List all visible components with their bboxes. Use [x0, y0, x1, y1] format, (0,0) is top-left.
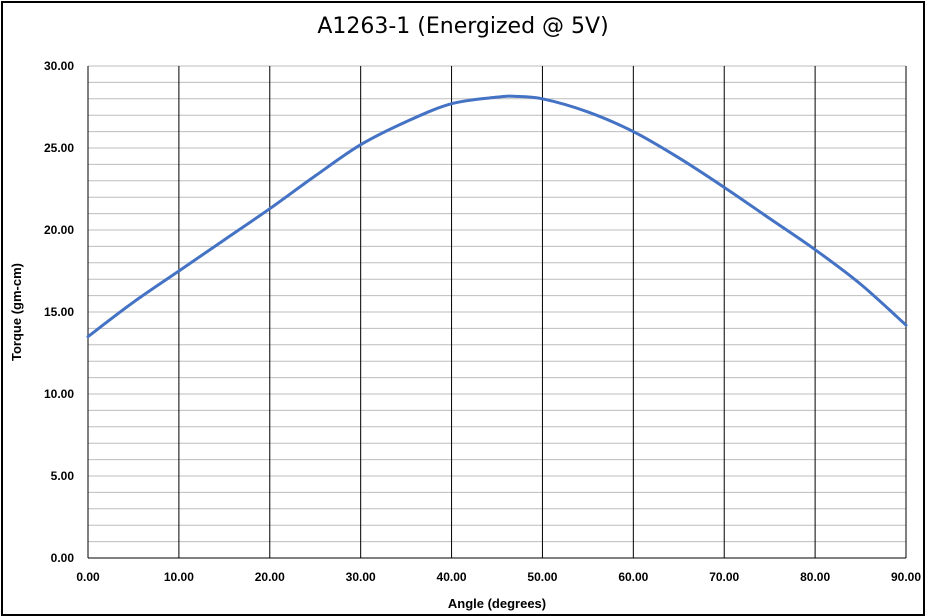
x-tick-label: 0.00: [76, 570, 100, 584]
y-tick-label: 20.00: [44, 223, 74, 237]
x-axis-title: Angle (degrees): [448, 596, 546, 611]
x-tick-label: 30.00: [346, 570, 376, 584]
series-layer: [86, 94, 908, 339]
y-tick-label: 15.00: [44, 305, 74, 319]
chart-title: A1263-1 (Energized @ 5V): [317, 14, 609, 39]
series-line-0: [86, 94, 908, 339]
y-tick-label: 10.00: [44, 387, 74, 401]
y-tick-label: 25.00: [44, 141, 74, 155]
y-axis-title: Torque (gm-cm): [9, 263, 24, 361]
x-tick-labels: 0.00 10.00 20.00 30.00 40.00 50.00 60.00 70.00 8…: [76, 570, 921, 584]
x-tick-label: 80.00: [800, 570, 830, 584]
x-tick-label: 90.00: [891, 570, 921, 584]
x-tick-label: 50.00: [527, 570, 557, 584]
y-tick-labels: 0.00 5.00 10.00 15.00 20.00 25.00 30.00: [44, 59, 74, 565]
y-tick-label: 30.00: [44, 59, 74, 73]
y-tick-label: 0.00: [51, 551, 75, 565]
x-tick-label: 20.00: [255, 570, 285, 584]
x-tick-label: 10.00: [164, 570, 194, 584]
y-tick-label: 5.00: [51, 469, 75, 483]
x-tick-label: 40.00: [437, 570, 467, 584]
minor-gridlines: [88, 65, 906, 559]
major-gridlines: [87, 66, 907, 559]
x-tick-label: 70.00: [709, 570, 739, 584]
x-tick-label: 60.00: [618, 570, 648, 584]
